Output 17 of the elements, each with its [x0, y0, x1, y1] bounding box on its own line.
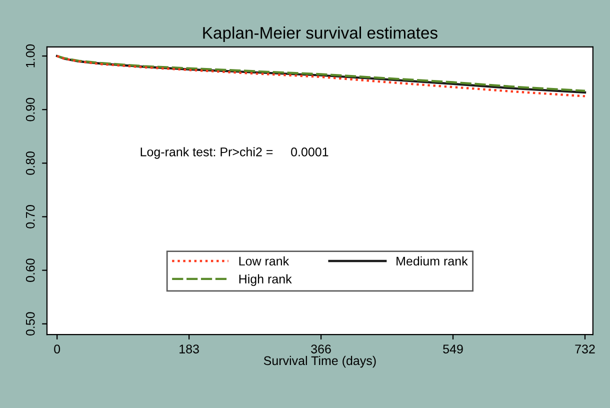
- y-tick-label: 0.80: [26, 151, 35, 175]
- x-tick-label: 366: [311, 344, 331, 354]
- chart-title: Kaplan-Meier survival estimates: [203, 26, 438, 42]
- annotation: Log-rank test: Pr>chi2 = 0.0001: [140, 147, 328, 159]
- legend-label: High rank: [239, 274, 292, 286]
- y-tick-label: 1.00: [26, 44, 35, 68]
- y-tick-label: 0.90: [26, 98, 35, 122]
- x-axis-title: Survival Time (days): [264, 356, 376, 368]
- x-tick-label: 183: [180, 344, 199, 354]
- y-tick-label: 0.50: [26, 312, 35, 336]
- x-tick-label: 549: [443, 344, 463, 354]
- x-tick-label: 732: [575, 344, 595, 354]
- y-tick-label: 0.70: [26, 205, 35, 228]
- x-tick-label: 0: [54, 344, 60, 354]
- y-tick-label: 0.60: [26, 258, 35, 282]
- legend-label: Low rank: [239, 256, 290, 266]
- legend-label: Medium rank: [396, 256, 468, 266]
